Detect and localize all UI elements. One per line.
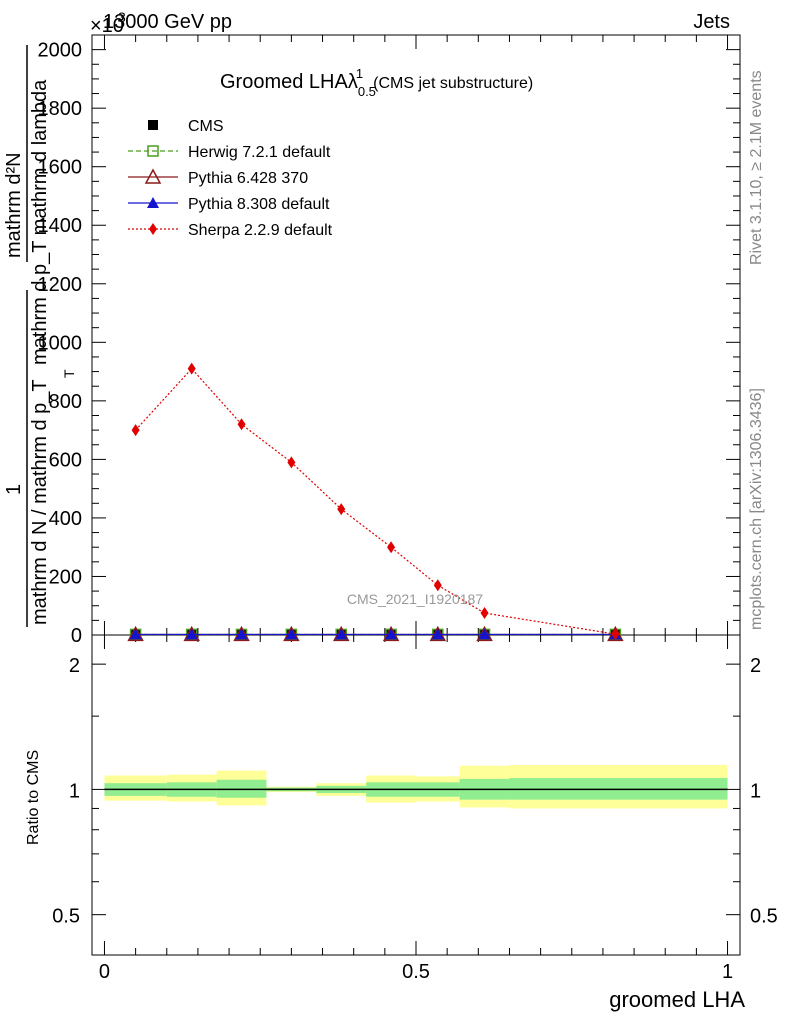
y-tick-label: 1000 — [38, 332, 83, 354]
data-point — [387, 541, 396, 554]
mcplots-label: mcplots.cern.ch [arXiv:1306.3436] — [748, 388, 765, 630]
main-y-ticks: 0 200 400 600 800 1000 1200 1400 1600 1800 2000 — [38, 34, 740, 647]
main-y-label: mathrm d²N mathrm d p_T mathrm d lambda … — [3, 45, 77, 627]
chart-title-sup: 1 — [356, 66, 363, 81]
header-right: Jets — [693, 11, 730, 33]
data-point — [431, 628, 444, 640]
legend-marker — [148, 120, 158, 130]
legend-label: Pythia 6.428 370 — [188, 170, 308, 187]
axis-exponent: ×10 — [90, 15, 124, 37]
x-tick-label: 0.5 — [402, 961, 430, 983]
y-tick-label: 400 — [49, 508, 82, 530]
data-point — [129, 628, 142, 640]
y-tick-label: 600 — [49, 449, 82, 471]
legend-label: Herwig 7.2.1 default — [188, 144, 331, 161]
ylabel-numerator: mathrm d²N — [3, 152, 25, 258]
ratio-y-tick-label-right: 2 — [750, 655, 761, 677]
data-point — [480, 607, 489, 620]
legend-label: Sherpa 2.2.9 default — [188, 222, 333, 239]
data-point — [337, 503, 346, 516]
data-point — [235, 628, 248, 640]
data-point — [285, 628, 298, 640]
axis-exponent-power: 3 — [118, 9, 126, 25]
data-point — [433, 579, 442, 592]
ratio-y-tick-label: 0.5 — [52, 906, 80, 928]
x-tick-label: 1 — [722, 961, 733, 983]
legend: CMS Herwig 7.2.1 default Pythia 6.428 370 P… — [128, 118, 333, 239]
ratio-y-ticks: 0.5 0.5 1 1 2 2 — [52, 655, 778, 928]
y-tick-label: 1600 — [38, 157, 83, 179]
ylabel-denominator-2: mathrm d N / mathrm d p_T — [29, 379, 51, 625]
x-tick-label: 0 — [99, 961, 110, 983]
ylabel-denominator-1: mathrm d p_T mathrm d lambda — [29, 79, 51, 365]
chart-title-suffix: (CMS jet substructure) — [373, 75, 533, 92]
legend-label: CMS — [188, 118, 224, 135]
series-layer — [127, 362, 624, 642]
legend-marker — [149, 223, 157, 235]
y-tick-label: 0 — [71, 625, 82, 647]
ratio-bands — [104, 764, 728, 809]
chart-title: Groomed LHAλ0.5 1 (CMS jet substructure) — [220, 66, 533, 99]
ratio-x-ticks: 0 0.5 1 — [99, 635, 733, 983]
ratio-y-label: Ratio to CMS — [25, 750, 42, 845]
y-tick-label: 800 — [49, 391, 82, 413]
data-point — [237, 418, 246, 431]
legend-label: Pythia 8.308 default — [188, 196, 330, 213]
chart-title-main: Groomed LHAλ — [220, 71, 358, 93]
data-point — [611, 628, 620, 641]
legend-marker — [147, 145, 159, 157]
y-tick-label: 1800 — [38, 98, 83, 120]
legend-marker — [144, 168, 162, 184]
data-point — [335, 628, 348, 640]
x-axis-label: groomed LHA — [609, 987, 745, 1012]
header-left: 13000 GeV pp — [103, 11, 232, 33]
y-tick-label: 200 — [49, 566, 82, 588]
ratio-y-tick-label-right: 0.5 — [750, 906, 778, 928]
series-3 — [129, 628, 622, 640]
y-tick-label: 1200 — [38, 274, 83, 296]
chart-title-sub: 0.5 — [358, 84, 376, 99]
analysis-watermark: CMS_2021_I1920187 — [347, 591, 483, 607]
ratio-y-tick-label-right: 1 — [750, 780, 761, 802]
ratio-y-tick-label: 1 — [69, 780, 80, 802]
data-point — [131, 424, 140, 437]
y-tick-label: 1400 — [38, 215, 83, 237]
data-point — [287, 456, 296, 469]
legend-marker — [147, 197, 159, 208]
ylabel-one: 1 — [3, 484, 25, 495]
series-4 — [131, 362, 620, 641]
ratio-y-tick-label: 2 — [69, 655, 80, 677]
data-point — [478, 628, 491, 640]
data-point — [385, 628, 398, 640]
ylabel-subscript-t: T — [61, 369, 77, 378]
rivet-label: Rivet 3.1.10, ≥ 2.1M events — [748, 70, 765, 265]
data-point — [187, 362, 196, 375]
data-point — [185, 628, 198, 640]
y-tick-label: 2000 — [38, 40, 83, 62]
